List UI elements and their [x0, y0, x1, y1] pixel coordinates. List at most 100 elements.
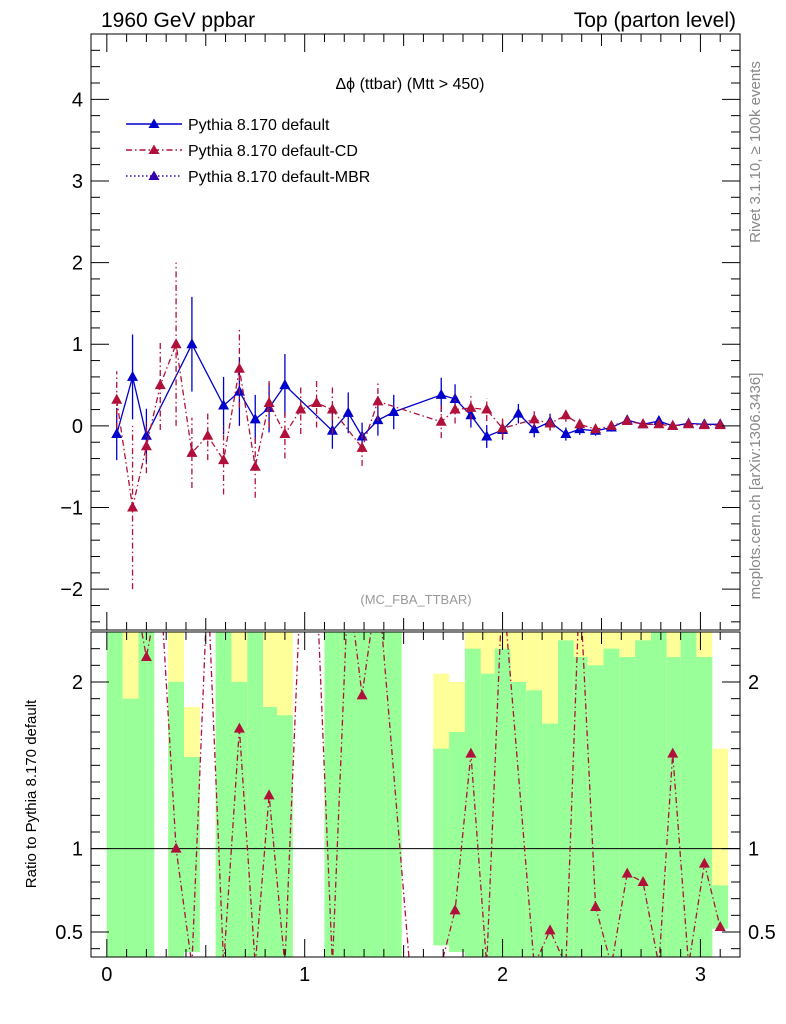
main-data	[111, 262, 726, 590]
point-1-1	[127, 501, 139, 512]
ratio-point-33	[667, 747, 679, 758]
point-1-5	[186, 446, 198, 457]
band-green-13	[369, 632, 386, 957]
band-green-21	[526, 690, 543, 957]
point-1-22	[528, 413, 540, 424]
point-1-18	[449, 403, 461, 414]
point-1-25	[574, 418, 586, 429]
point-1-28	[621, 414, 633, 425]
legend-entry-cd: Pythia 8.170 default-CD	[188, 143, 358, 160]
legend-marker-mbr	[148, 170, 160, 180]
band-green-2	[138, 632, 155, 957]
point-1-30	[653, 418, 665, 429]
point-1-4	[170, 338, 182, 349]
point-1-9	[249, 460, 261, 471]
point-1-0	[111, 393, 123, 404]
band-green-10	[324, 632, 341, 957]
ratio-ylabel: Ratio to Pythia 8.170 default	[23, 699, 40, 888]
band-green-15	[433, 748, 450, 946]
point-0-17	[481, 430, 493, 441]
point-0-10	[342, 406, 354, 417]
ratio-ytick-label-right-2: 2	[748, 672, 759, 694]
point-1-15	[356, 441, 368, 452]
point-1-3	[154, 379, 166, 390]
point-1-19	[465, 401, 477, 412]
legend-marker-default	[148, 118, 160, 128]
legend-entry-mbr: Pythia 8.170 default-MBR	[188, 169, 370, 186]
rivet-label: Rivet 3.1.10, ≥ 100k events	[747, 61, 764, 243]
band-green-14	[385, 632, 402, 957]
ratio-point-20	[449, 904, 461, 915]
ratio-point-16	[356, 689, 368, 700]
point-0-6	[249, 413, 261, 424]
point-1-2	[140, 440, 152, 451]
point-1-17	[435, 415, 447, 426]
ratio-point-31	[637, 876, 649, 886]
point-1-7	[218, 454, 230, 465]
ratio-point-10	[263, 789, 275, 800]
legend: Pythia 8.170 default Pythia 8.170 defaul…	[126, 117, 370, 186]
ratio-data	[91, 632, 740, 957]
ratio-point-35	[698, 857, 710, 868]
band-green-18	[480, 673, 495, 957]
ratio-ticks: 0.5 0.5 1 1 2 2 0 1 2 3	[55, 632, 776, 986]
band-green-8	[263, 707, 277, 957]
ratio-ytick-label-0: 0.5	[55, 922, 83, 944]
point-1-20	[481, 403, 493, 414]
main-ytick-label-5: 3	[72, 171, 83, 193]
point-1-6	[202, 429, 214, 440]
ratio-xtick-label-0: 0	[101, 964, 112, 986]
point-0-2	[140, 429, 152, 440]
legend-marker-cd	[148, 144, 160, 154]
ratio-point-4	[170, 842, 182, 853]
band-green-11	[340, 632, 357, 957]
point-0-22	[560, 428, 572, 439]
point-1-26	[590, 423, 602, 434]
band-green-32	[696, 657, 713, 957]
band-green-17	[464, 648, 481, 957]
point-0-13	[388, 406, 400, 417]
band-green-26	[603, 648, 620, 957]
point-1-10	[263, 397, 275, 408]
legend-entry-default: Pythia 8.170 default	[188, 117, 330, 134]
point-0-15	[449, 392, 461, 403]
ratio-point-25	[544, 924, 556, 935]
band-green-28	[635, 640, 651, 957]
band-green-20	[510, 682, 527, 957]
band-green-24	[573, 657, 588, 957]
band-green-30	[666, 657, 681, 957]
band-green-23	[557, 640, 574, 957]
band-green-12	[356, 632, 370, 957]
band-green-6	[231, 682, 248, 957]
main-ytick-label-0: −2	[60, 579, 83, 601]
band-green-19	[494, 648, 511, 957]
ratio-xtick-label-2: 2	[497, 964, 508, 986]
band-green-3	[168, 682, 184, 957]
ratio-ytick-label-right-0: 0.5	[748, 922, 776, 944]
ratio-point-36	[714, 921, 726, 931]
ratio-ytick-label-2: 2	[72, 672, 83, 694]
band-green-33	[712, 885, 729, 929]
series-line-1	[116, 341, 721, 508]
point-0-1	[127, 370, 139, 381]
point-1-11	[279, 428, 291, 439]
main-ticks: −2 −1 0 1 2 3 4	[60, 34, 740, 630]
ratio-panel: 0.5 0.5 1 1 2 2 0 1 2 3 Ratio to Pythia 8.170 def…	[23, 631, 776, 986]
main-title: Δϕ (ttbar) (Mtt > 450)	[335, 76, 484, 93]
point-1-34	[714, 419, 726, 430]
band-green-16	[449, 732, 465, 952]
ratio-xtick-label-3: 3	[695, 964, 706, 986]
point-1-23	[544, 417, 556, 428]
band-green-5	[215, 632, 232, 957]
band-yellow-33	[712, 748, 729, 929]
ratio-point-8	[233, 722, 245, 733]
ratio-xtick-label-1: 1	[299, 964, 310, 986]
header-left: 1960 GeV ppbar	[101, 9, 255, 32]
main-ytick-label-3: 1	[72, 334, 83, 356]
band-green-9	[276, 715, 293, 957]
ratio-frame	[90, 631, 741, 958]
main-frame	[90, 33, 741, 631]
point-0-0	[111, 428, 123, 439]
ratio-point-21	[465, 747, 477, 758]
